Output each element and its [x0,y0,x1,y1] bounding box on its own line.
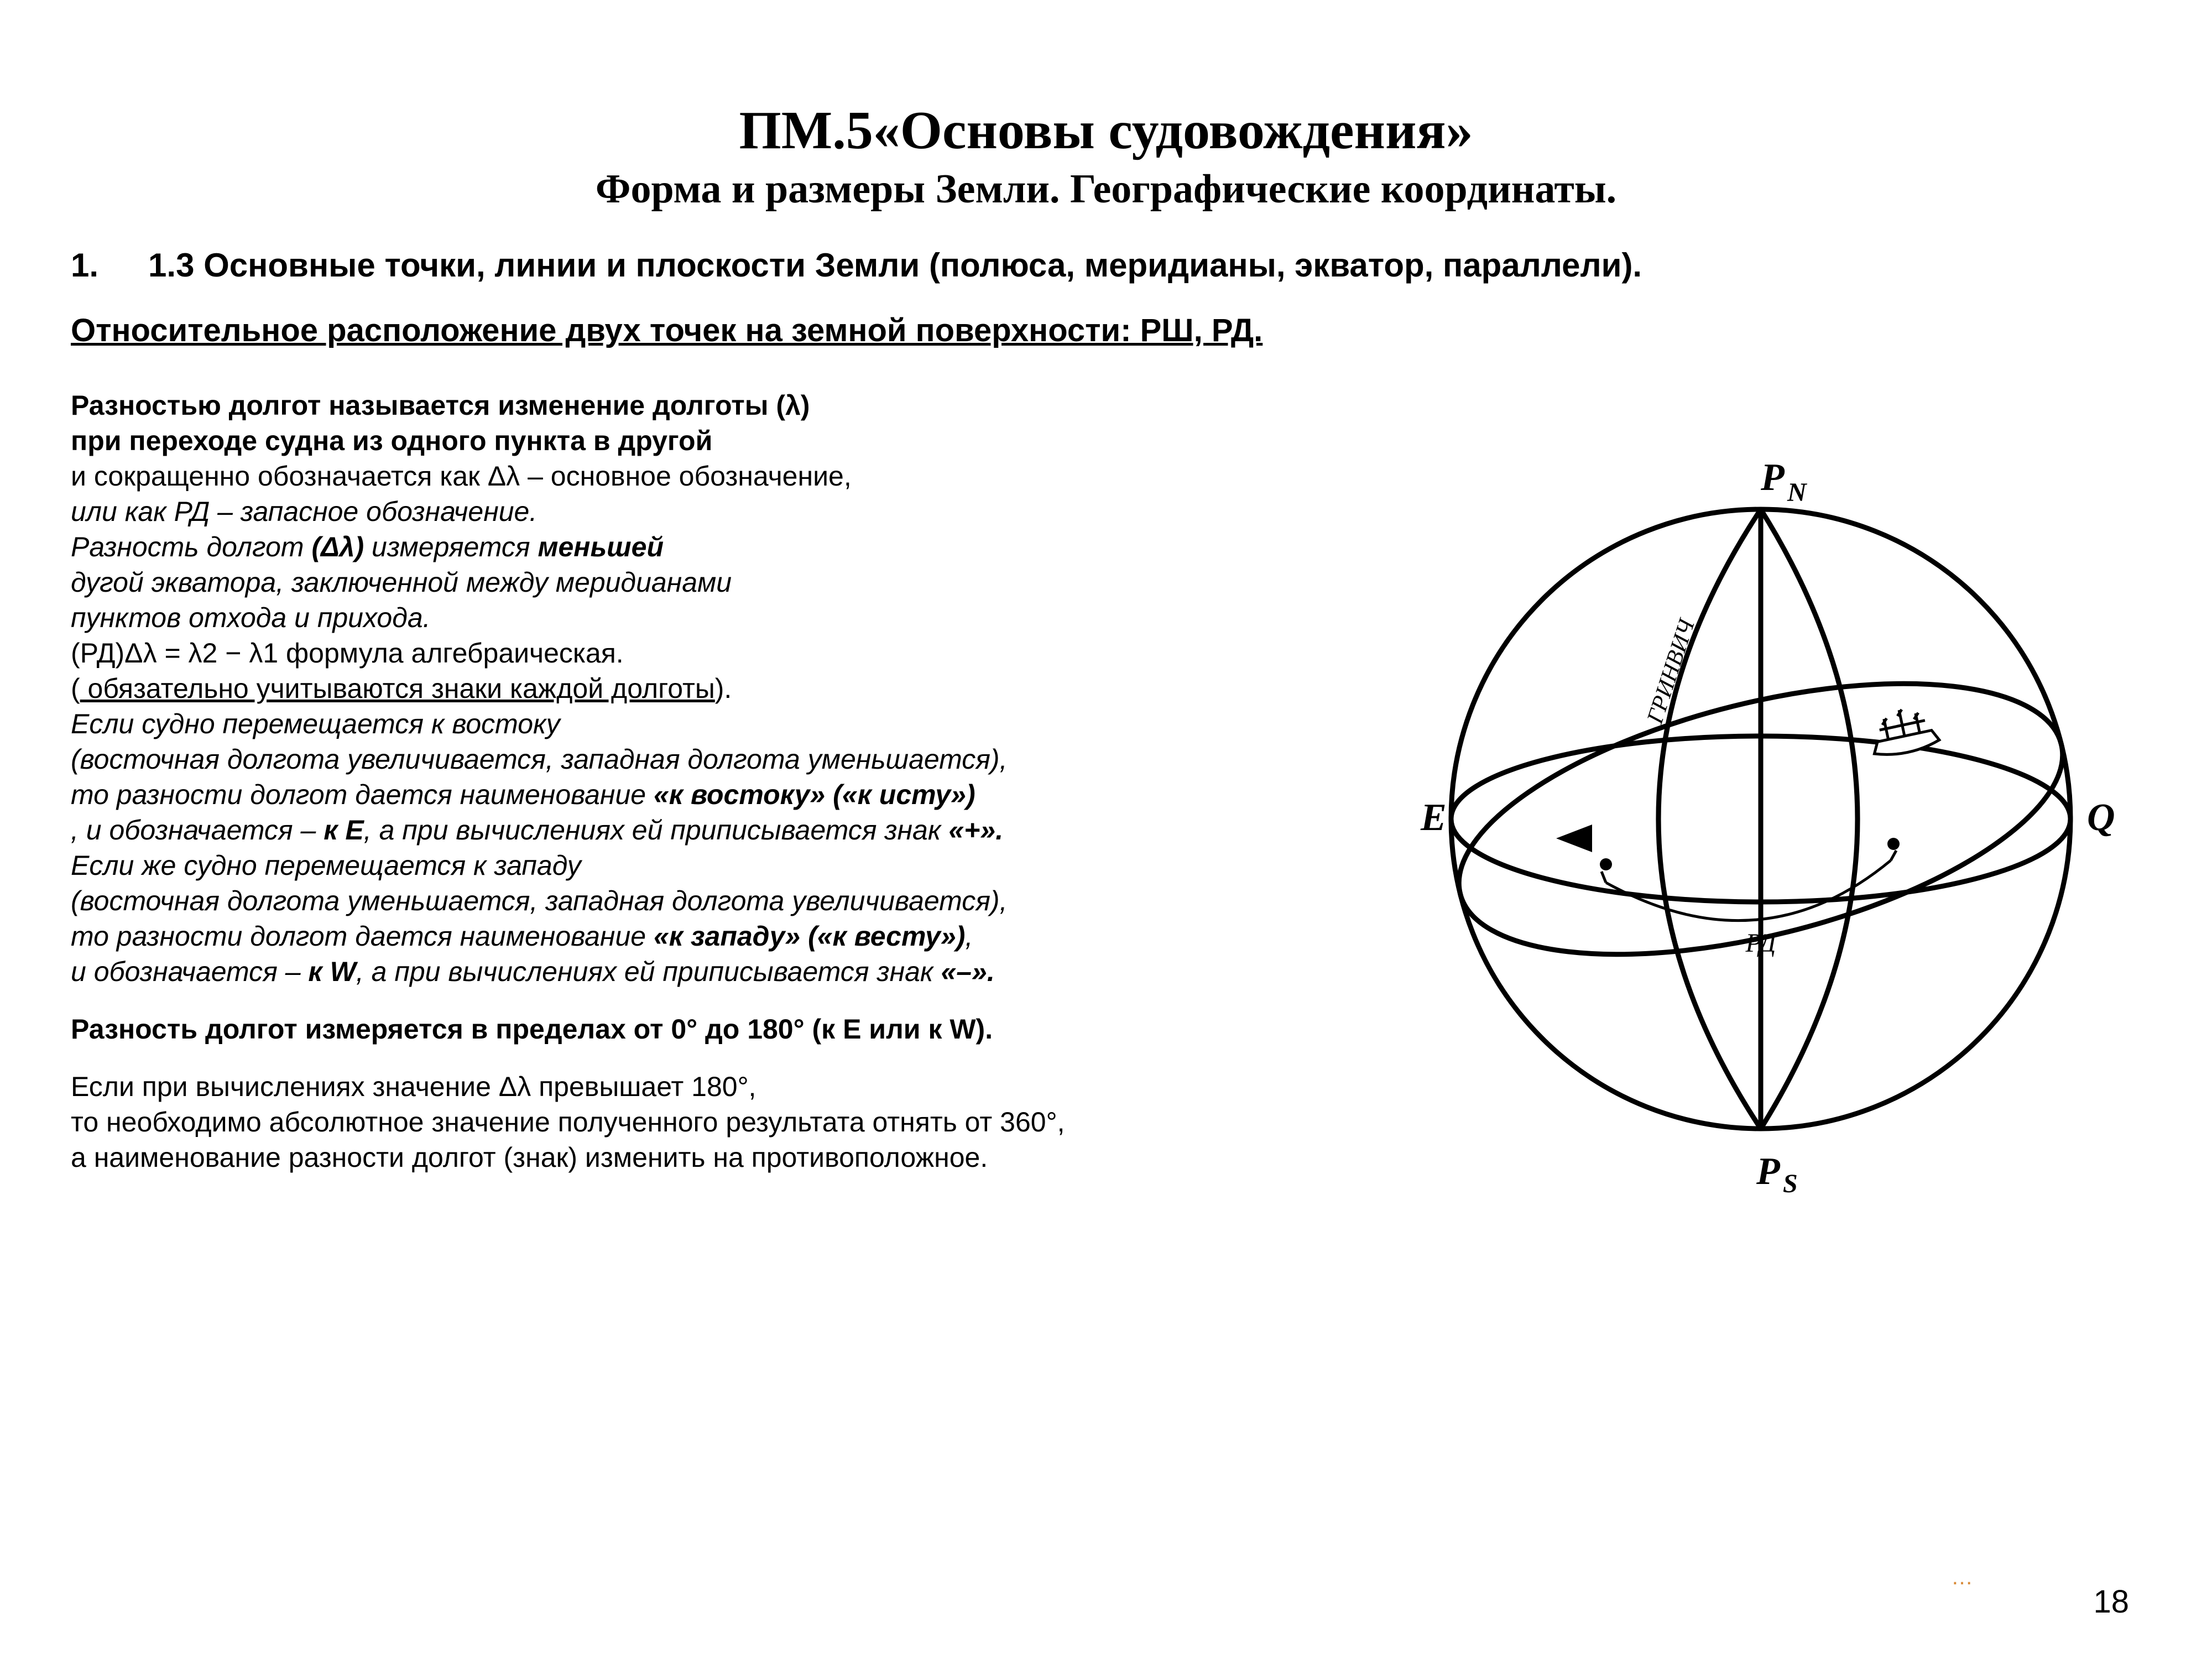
globe-diagram: P N P S E Q РД ГРИНВИЧ [1374,410,2148,1239]
body-line: дугой экватора, заключенной между мериди… [71,565,1343,600]
body-line: Если судно перемещается к востоку [71,706,1343,742]
body-line: ( обязательно учитываются знаки каждой д… [71,671,1343,706]
body-line: пунктов отхода и прихода. [71,600,1343,635]
body-line: Если же судно перемещается к западу [71,848,1343,883]
body-line: или как РД – запасное обозначение. [71,494,1343,529]
label-ps: P [1756,1150,1781,1193]
section-heading: 1. 1.3 Основные точки, линии и плоскости … [71,246,2151,284]
body-line: и обозначается – к W, а при вычислениях … [71,954,1343,989]
body-line: а наименование разности долгот (знак) из… [71,1140,1343,1175]
page-number: 18 [2093,1583,2129,1620]
page-title-main: ПМ.5«Основы судовождения» [61,100,2151,161]
body-line: , и обозначается – к E, а при вычисления… [71,812,1343,848]
diagram-column: P N P S E Q РД ГРИНВИЧ [1370,388,2151,1239]
label-pn: P [1760,456,1785,499]
body-line: то разности долгот дается наименование «… [71,919,1343,954]
body-text-column: Разностью долгот называется изменение до… [71,388,1343,1175]
footer-dots: … [1951,1565,1974,1590]
body-line: (РД)Δλ = λ2 − λ1 формула алгебраическая. [71,635,1343,671]
body-line: Разность долгот измеряется в пределах от… [71,1011,1343,1047]
subheading: Относительное расположение двух точек на… [71,312,2151,349]
label-rd: РД [1745,928,1777,958]
body-line: при переходе судна из одного пункта в др… [71,423,1343,458]
body-line: (восточная долгота уменьшается, западная… [71,883,1343,919]
label-e: E [1420,796,1447,839]
section-heading-text: 1.3 Основные точки, линии и плоскости Зе… [148,247,1642,284]
body-line: и сокращенно обозначается как Δλ – основ… [71,458,1343,494]
section-number: 1. [71,246,98,284]
content-row: Разностью долгот называется изменение до… [71,388,2151,1239]
body-line: (восточная долгота увеличивается, западн… [71,742,1343,777]
label-ps-sub: S [1783,1169,1798,1198]
label-pn-sub: N [1787,478,1808,507]
page-title-sub: Форма и размеры Земли. Географические ко… [61,166,2151,213]
body-line: Разностью долгот называется изменение до… [71,388,1343,423]
label-greenwich: ГРИНВИЧ [1642,615,1700,727]
body-line: то необходимо абсолютное значение получе… [71,1104,1343,1140]
body-line: Разность долгот (Δλ) измеряется меньшей [71,529,1343,565]
body-line: Если при вычислениях значение Δλ превыша… [71,1069,1343,1104]
body-line: то разности долгот дается наименование «… [71,777,1343,812]
label-q: Q [2087,796,2115,839]
